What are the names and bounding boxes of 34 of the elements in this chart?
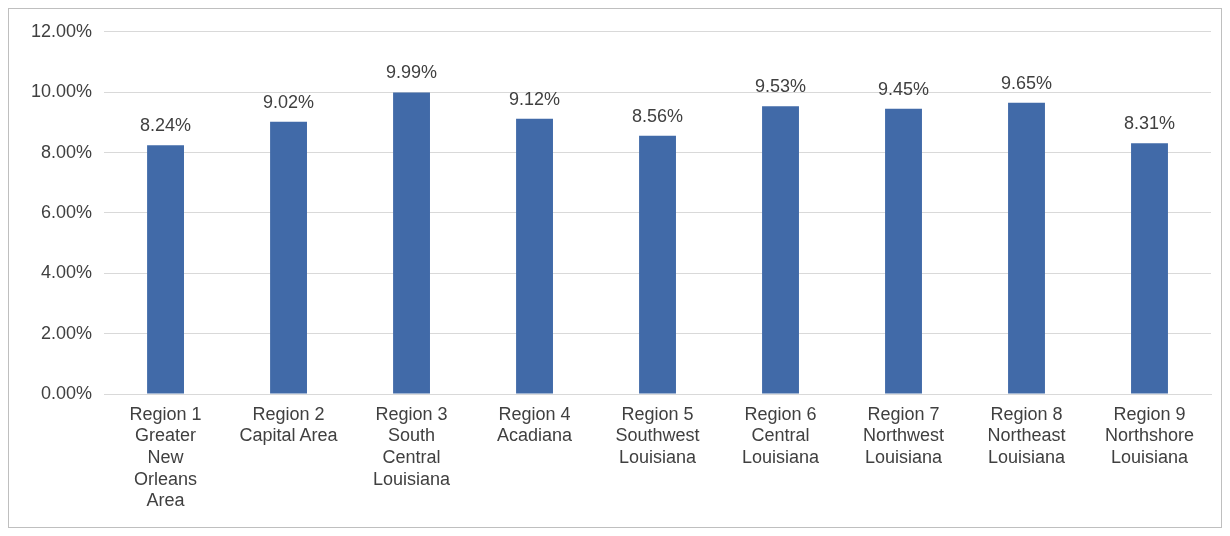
data-label: 9.12%	[509, 88, 561, 109]
y-tick-label: 4.00%	[41, 262, 93, 283]
bar	[516, 118, 553, 394]
x-tick-label: Region 7 Northwest Louisiana	[863, 403, 945, 467]
data-label: 9.53%	[755, 76, 807, 97]
y-tick-label: 8.00%	[41, 141, 93, 162]
bar	[270, 121, 307, 394]
bar	[639, 135, 676, 394]
y-tick-label: 6.00%	[41, 201, 93, 222]
bar	[1131, 143, 1168, 394]
y-tick-label: 10.00%	[30, 81, 93, 102]
y-tick-label: 0.00%	[41, 382, 93, 403]
data-label: 8.56%	[632, 105, 684, 126]
bar	[762, 106, 799, 394]
data-label: 9.45%	[877, 78, 930, 99]
x-tick-label: Region 9 Northshore Louisiana	[1104, 403, 1195, 467]
data-label: 9.99%	[386, 62, 438, 83]
y-tick-label: 12.00%	[30, 20, 93, 41]
data-label: 9.02%	[263, 91, 315, 112]
x-tick-label: Region 3 South Central Louisiana	[373, 403, 452, 489]
bar	[393, 92, 430, 394]
x-tick-label: Region 1 Greater New Orleans Area	[129, 403, 202, 511]
x-tick-label: Region 4 Acadiana	[497, 403, 574, 446]
x-tick-label: Region 5 Southwest Louisiana	[615, 403, 700, 467]
x-tick-label: Region 8 Northeast Louisiana	[987, 403, 1067, 467]
bar	[1008, 102, 1045, 394]
x-tick-label: Region 2 Capital Area	[239, 403, 339, 446]
data-label: 8.24%	[140, 115, 192, 136]
bar	[885, 108, 922, 394]
data-label: 8.31%	[1123, 113, 1176, 134]
bar	[147, 145, 184, 394]
y-tick-label: 2.00%	[41, 322, 93, 343]
data-label: 9.65%	[1000, 72, 1053, 93]
x-tick-label: Region 6 Central Louisiana	[741, 403, 821, 467]
